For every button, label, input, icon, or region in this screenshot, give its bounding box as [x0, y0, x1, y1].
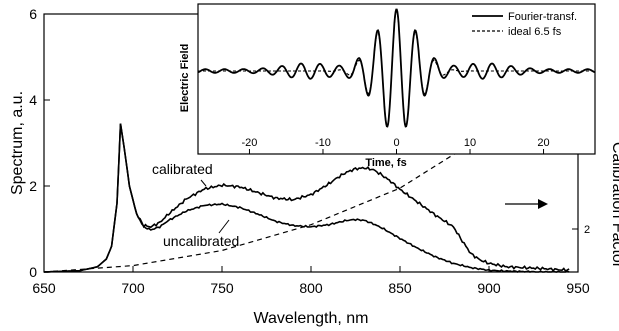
calibrated-annotation-line	[200, 179, 207, 187]
inset-x-tick-label-2: 0	[393, 137, 399, 149]
x-tick-label-6: 950	[566, 280, 590, 296]
y-tick-label-0: 0	[29, 264, 37, 280]
main-series	[43, 67, 570, 273]
main-ticks: 6507007508008509009500246246	[29, 6, 590, 296]
uncalibrated-annotation-line	[218, 219, 230, 234]
inset-y-axis-title: Electric Field	[179, 44, 191, 112]
x-tick-label-2: 750	[210, 280, 234, 296]
series-uncalibrated	[43, 123, 570, 273]
x-tick-label-5: 900	[477, 280, 501, 296]
x-tick-label-3: 800	[299, 280, 323, 296]
inset-frame	[197, 3, 596, 155]
y2-tick-label-0: 2	[584, 224, 590, 236]
inset-series	[197, 8, 596, 128]
y-axis-title: Spectrum, a.u.	[9, 91, 26, 195]
inset-series-1	[198, 10, 595, 126]
inset-x-tick-label-1: -10	[315, 137, 331, 149]
inset-x-tick-label-0: -20	[242, 137, 258, 149]
uncalibrated-annotation: uncalibrated	[163, 233, 239, 249]
inset-x-tick-label-4: 20	[537, 137, 549, 149]
x-axis-title: Wavelength, nm	[253, 310, 368, 327]
legend-label-fourier: Fourier-transf.	[508, 11, 577, 23]
x-tick-label-1: 700	[121, 280, 145, 296]
calibrated-annotation: calibrated	[152, 161, 213, 177]
inset-x-tick-label-3: 10	[464, 137, 476, 149]
x-tick-label-0: 650	[32, 280, 56, 296]
calibration-arrow-head	[538, 199, 548, 209]
y-tick-label-2: 4	[29, 92, 37, 108]
inset-x-axis-title: Time, fs	[365, 157, 406, 169]
y-tick-label-3: 6	[29, 6, 37, 22]
y2-axis-title: Calibration Factor	[609, 142, 619, 269]
legend-label-ideal: ideal 6.5 fs	[508, 26, 562, 38]
inset-series-0	[197, 8, 596, 128]
x-tick-label-4: 850	[388, 280, 412, 296]
inset-ticks: -20 -10 0 10 20	[242, 137, 550, 154]
y-tick-label-1: 2	[29, 178, 37, 194]
